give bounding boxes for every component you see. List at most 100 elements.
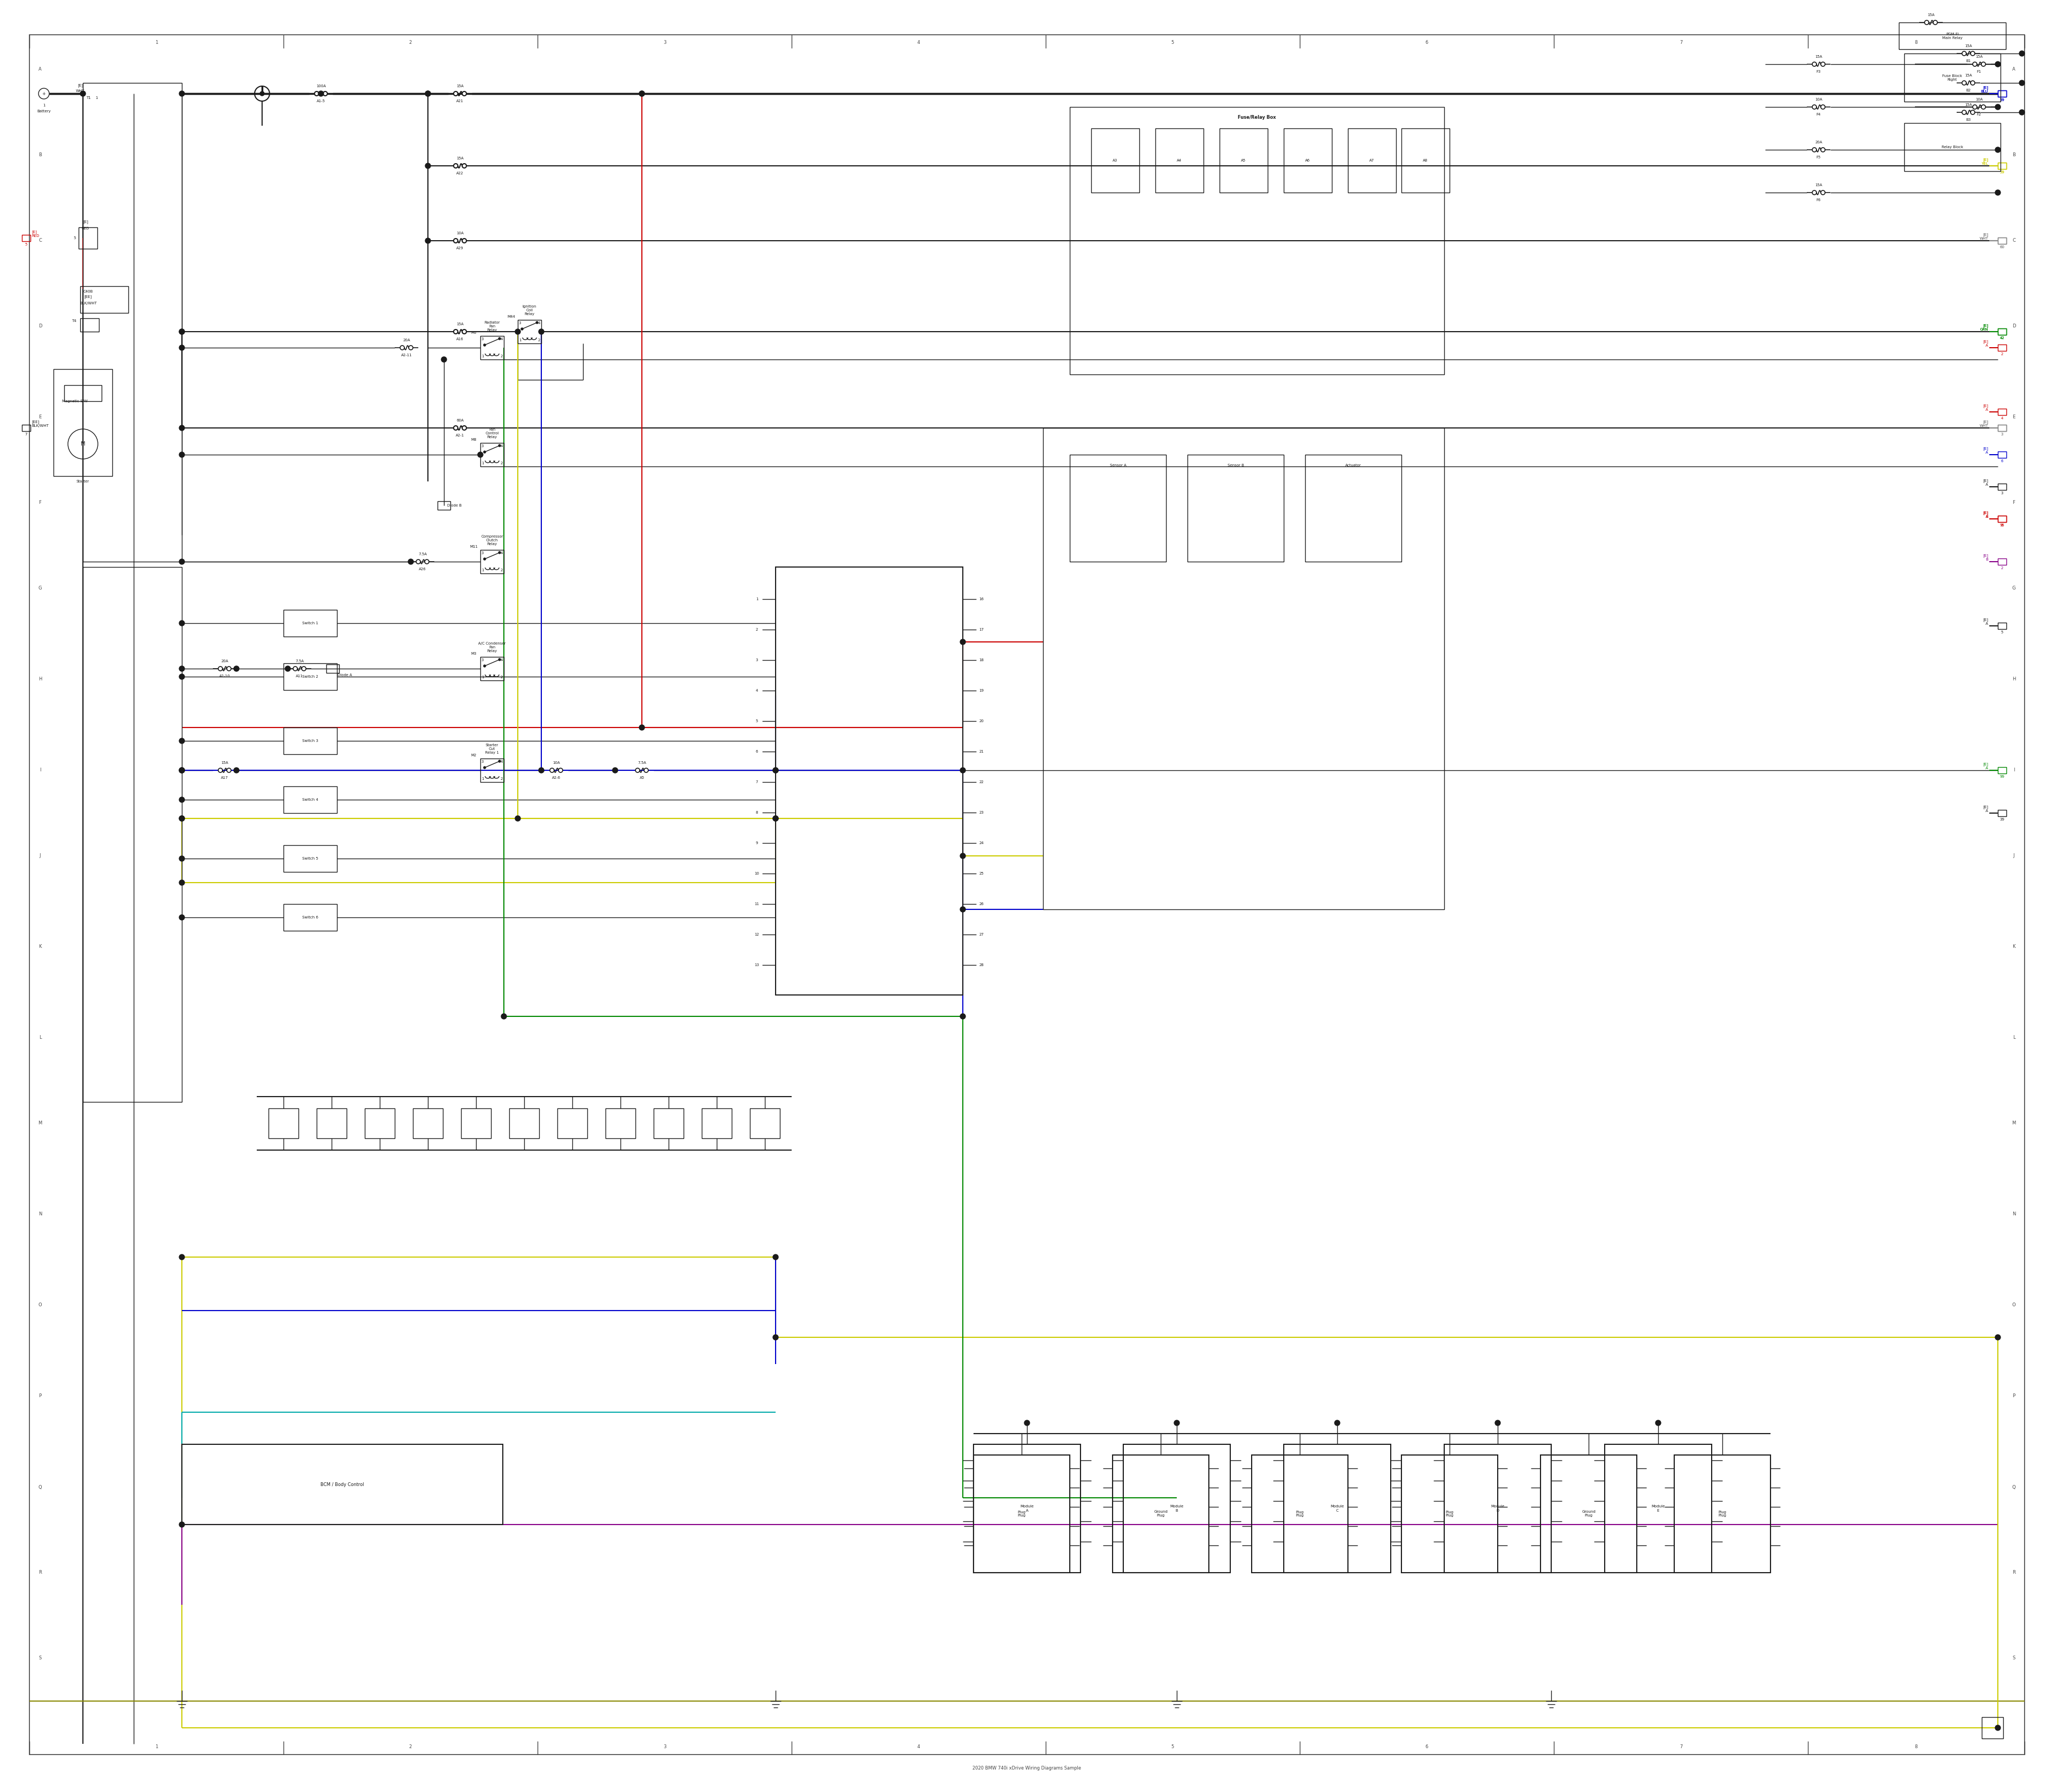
Circle shape: [772, 767, 778, 772]
Text: 4: 4: [918, 41, 920, 45]
Circle shape: [959, 640, 965, 645]
Text: 4: 4: [538, 321, 540, 324]
Text: Switch 4: Switch 4: [302, 797, 318, 801]
Circle shape: [1820, 63, 1826, 66]
Text: Magnetic S/W: Magnetic S/W: [62, 400, 88, 403]
Circle shape: [612, 767, 618, 772]
Text: A5: A5: [1241, 159, 1247, 161]
Text: 60: 60: [2001, 246, 2005, 249]
Text: 5: 5: [756, 719, 758, 722]
Text: Module
C: Module C: [1331, 1505, 1343, 1512]
Text: A26: A26: [419, 568, 427, 572]
Circle shape: [179, 91, 185, 97]
Text: [E]
A: [E] A: [1982, 478, 1988, 486]
Text: 4: 4: [501, 552, 503, 556]
Text: 1: 1: [154, 1744, 158, 1749]
Circle shape: [483, 344, 485, 346]
Text: 1: 1: [481, 355, 483, 358]
Text: F3: F3: [1816, 70, 1822, 73]
Text: BCM / Body Control: BCM / Body Control: [320, 1482, 364, 1487]
Text: 7.5A: 7.5A: [296, 659, 304, 663]
Bar: [283, 663, 337, 690]
Text: A3: A3: [1113, 159, 1117, 161]
Bar: [1999, 238, 2007, 244]
Text: Fuse/Relay Box: Fuse/Relay Box: [1239, 115, 1276, 120]
Text: Q: Q: [39, 1486, 41, 1489]
Text: 2020 BMW 740i xDrive Wiring Diagrams Sample: 2020 BMW 740i xDrive Wiring Diagrams Sam…: [974, 1765, 1080, 1770]
Text: C40B: C40B: [84, 290, 92, 294]
Text: 10A: 10A: [1816, 99, 1822, 100]
Circle shape: [425, 91, 431, 97]
Circle shape: [179, 815, 185, 821]
Circle shape: [409, 559, 413, 564]
Text: 5: 5: [1171, 41, 1175, 45]
Text: 60A: 60A: [456, 419, 464, 423]
Text: 2: 2: [538, 339, 540, 342]
Bar: [1999, 90, 2007, 97]
Text: Diode B: Diode B: [448, 504, 462, 507]
Text: 1: 1: [154, 41, 158, 45]
Bar: [269, 1109, 298, 1138]
Text: D: D: [39, 324, 41, 328]
Text: Plug
Plug: Plug Plug: [1017, 1511, 1025, 1518]
Bar: [316, 1109, 347, 1138]
Text: Actuator: Actuator: [1345, 464, 1362, 468]
Circle shape: [1025, 1421, 1029, 1426]
Text: [E]
B: [E] B: [1982, 554, 1988, 561]
Circle shape: [499, 444, 501, 446]
Text: 10A: 10A: [456, 231, 464, 235]
Text: 59: 59: [2001, 170, 2005, 174]
Text: 1: 1: [481, 778, 483, 781]
Text: M: M: [80, 441, 84, 446]
Circle shape: [1970, 52, 1974, 56]
Bar: [1284, 1444, 1391, 1573]
Text: Radiator
Fan
Relay: Radiator Fan Relay: [485, 321, 499, 332]
Circle shape: [286, 667, 290, 672]
Text: [E]
A: [E] A: [1982, 762, 1988, 771]
Text: 11: 11: [754, 903, 760, 905]
Text: 15A: 15A: [1816, 56, 1822, 59]
Bar: [509, 1109, 538, 1138]
Text: P: P: [2013, 1394, 2015, 1398]
Text: [E]
A: [E] A: [1982, 511, 1988, 518]
Text: A2-6: A2-6: [553, 776, 561, 780]
Text: 15A: 15A: [222, 762, 228, 765]
Circle shape: [959, 1014, 965, 1020]
Circle shape: [2019, 50, 2025, 56]
Bar: [1999, 810, 2007, 817]
Text: 4: 4: [918, 1744, 920, 1749]
Text: 20A: 20A: [403, 339, 411, 342]
Text: 15A: 15A: [456, 156, 464, 159]
Bar: [557, 1109, 587, 1138]
Text: [E]
B: [E] B: [1982, 511, 1988, 518]
Text: 21: 21: [980, 751, 984, 753]
Text: T4: T4: [72, 319, 76, 323]
Bar: [283, 787, 337, 814]
Text: [E]
RED: [E] RED: [31, 229, 39, 237]
Text: 3: 3: [663, 41, 665, 45]
Text: 59: 59: [2001, 170, 2005, 174]
Text: A: A: [39, 66, 41, 72]
Text: 19: 19: [980, 688, 984, 692]
Text: A29: A29: [456, 247, 464, 249]
Circle shape: [454, 330, 458, 333]
Text: A5: A5: [639, 776, 645, 780]
Circle shape: [401, 346, 405, 349]
Text: 100A: 100A: [316, 84, 327, 88]
Text: RED: RED: [82, 228, 90, 229]
Text: 1: 1: [94, 97, 97, 100]
Text: 15A: 15A: [456, 323, 464, 326]
Circle shape: [959, 853, 965, 858]
Text: 15A: 15A: [1966, 104, 1972, 106]
Text: 15A: 15A: [456, 84, 464, 88]
Text: 2: 2: [501, 568, 503, 572]
Bar: [80, 319, 99, 332]
Bar: [1091, 129, 1140, 192]
Text: 10A: 10A: [1976, 99, 1982, 100]
Circle shape: [499, 337, 501, 340]
Text: A7: A7: [1370, 159, 1374, 161]
Bar: [283, 903, 337, 930]
Text: 3: 3: [481, 337, 483, 340]
Text: B1: B1: [1966, 59, 1972, 63]
Circle shape: [454, 91, 458, 95]
